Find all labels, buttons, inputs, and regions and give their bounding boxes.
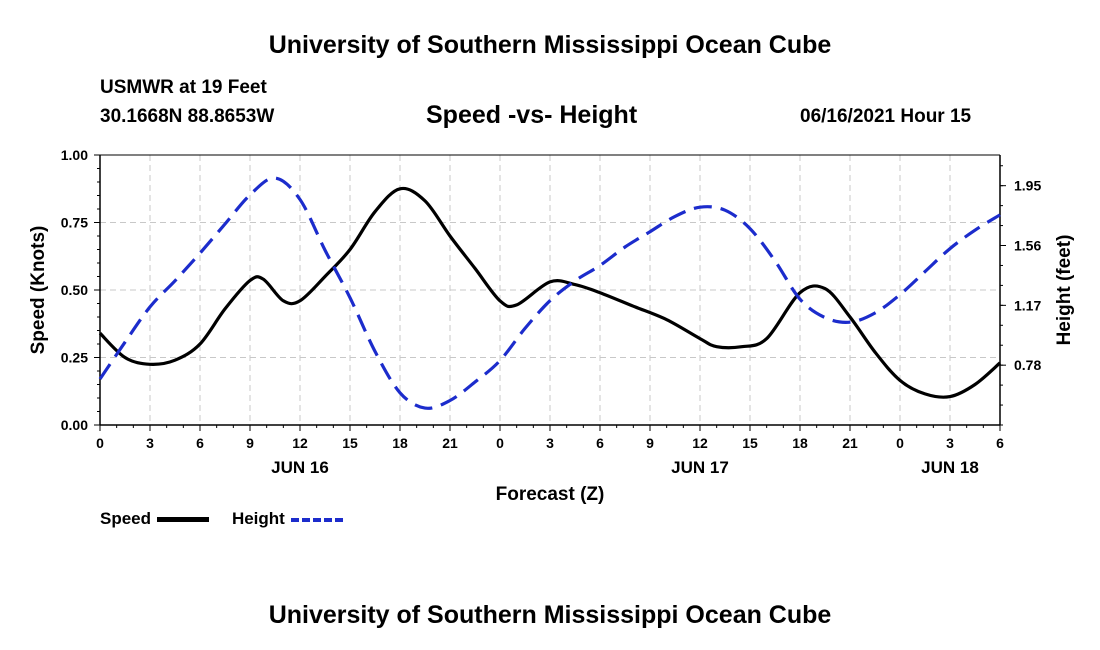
y-left-tick-label: 0.50 [61, 282, 88, 298]
tick-labels: 0 3 6 9 12 15 18 21 0 3 6 9 12 15 18 21 0 3 6 JUN 16 JUN 17 J… [61, 147, 1042, 477]
x-tick-label: 0 [496, 435, 504, 451]
x-tick-label: 21 [442, 435, 458, 451]
x-tick-label: 6 [996, 435, 1004, 451]
y-left-tick-label: 1.00 [61, 147, 88, 163]
x-tick-label: 9 [246, 435, 254, 451]
x-tick-label: 0 [896, 435, 904, 451]
legend-height-label: Height [231, 509, 285, 528]
grid-lines [100, 155, 1000, 425]
series-line-speed [98, 186, 1002, 399]
page-title-top: University of Southern Mississippi Ocean… [268, 31, 832, 59]
x-tick-label: 15 [342, 435, 358, 451]
y-left-tick-label: 0.00 [61, 417, 88, 433]
station-coords: 30.1668N 88.8653W [100, 106, 275, 127]
x-tick-label: 9 [646, 435, 654, 451]
y-right-tick-label: 1.95 [1014, 178, 1041, 194]
x-tick-label: 12 [292, 435, 308, 451]
legend-speed-label: Speed [100, 509, 152, 528]
y-right-tick-label: 1.17 [1014, 297, 1041, 313]
x-axis-label: Forecast (Z) [496, 484, 605, 505]
series-line-height [98, 176, 1001, 410]
legend-speed-swatch [157, 517, 210, 523]
y-axis-label-right: Height (feet) [1054, 235, 1075, 346]
chart-subtitle: Speed -vs- Height [426, 101, 638, 129]
speed-height-chart: 0 3 6 9 12 15 18 21 0 3 6 9 12 15 18 21 0 3 6 JUN 16 JUN 17 J… [28, 147, 1075, 505]
axes [94, 154, 1006, 431]
data-lines [98, 176, 1002, 410]
date-label: JUN 18 [921, 458, 979, 477]
station-label: USMWR at 19 Feet [100, 77, 267, 98]
y-right-tick-label: 1.56 [1014, 238, 1041, 254]
x-tick-label: 21 [842, 435, 858, 451]
x-tick-label: 0 [96, 435, 104, 451]
x-tick-label: 12 [692, 435, 708, 451]
forecast-datetime: 06/16/2021 Hour 15 [800, 106, 972, 127]
x-tick-label: 3 [946, 435, 954, 451]
x-tick-label: 18 [392, 435, 408, 451]
x-tick-label: 3 [146, 435, 154, 451]
y-left-tick-label: 0.25 [61, 350, 88, 366]
x-tick-label: 6 [196, 435, 204, 451]
y-left-tick-label: 0.75 [61, 215, 88, 231]
legend-height-swatch [291, 517, 344, 522]
x-tick-label: 18 [792, 435, 808, 451]
x-tick-label: 6 [596, 435, 604, 451]
date-label: JUN 16 [271, 458, 329, 477]
date-label: JUN 17 [671, 458, 729, 477]
legend: Speed Height [100, 509, 344, 529]
x-tick-label: 15 [742, 435, 758, 451]
page-title-bottom: University of Southern Mississippi Ocean… [268, 601, 832, 629]
y-right-tick-label: 0.78 [1014, 357, 1041, 373]
x-tick-label: 3 [546, 435, 554, 451]
y-axis-label-left: Speed (Knots) [28, 226, 49, 355]
